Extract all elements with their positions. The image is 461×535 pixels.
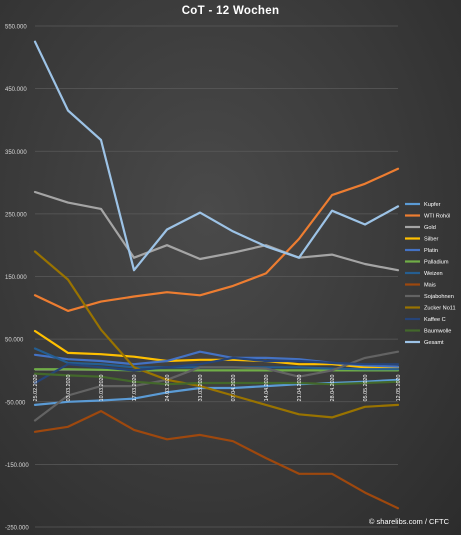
x-tick-label: 25.02.2020 — [33, 374, 39, 401]
chart-title: CoT - 12 Wochen — [181, 5, 280, 17]
source-credit: © sharelibs.com / CFTC — [368, 517, 449, 526]
legend-label: Gesamt — [424, 340, 444, 346]
series-line — [33, 250, 400, 419]
y-tick-label: -50.000 — [5, 400, 26, 406]
series-line — [33, 378, 400, 406]
x-tick-label: 03.03.2020 — [66, 374, 72, 401]
x-tick-label: 31.03.2020 — [198, 374, 204, 401]
legend-label: Kupfer — [424, 202, 441, 208]
series-line — [33, 410, 400, 510]
legend-label: Baumwolle — [424, 329, 451, 335]
x-tick-label: 21.04.2020 — [297, 374, 303, 401]
y-tick-label: 150.000 — [5, 275, 27, 281]
legend-label: Sojabohnen — [424, 294, 454, 300]
y-tick-label: -150.000 — [5, 463, 29, 469]
series-line — [33, 350, 400, 422]
series-line — [33, 40, 400, 272]
series-line — [33, 368, 400, 372]
y-tick-label: 450.000 — [5, 87, 27, 93]
x-tick-label: 07.04.2020 — [231, 374, 237, 401]
x-tick-label: 28.04.2020 — [330, 374, 336, 401]
x-tick-label: 12.05.2020 — [396, 374, 402, 401]
y-tick-label: 550.000 — [5, 25, 27, 31]
legend-label: Zucker No11 — [424, 306, 456, 312]
y-tick-label: 350.000 — [5, 150, 27, 156]
series-line — [33, 167, 400, 312]
x-tick-label: 10.03.2020 — [99, 374, 105, 401]
y-tick-label: -250.000 — [5, 526, 29, 532]
series-line — [33, 356, 400, 385]
y-tick-label: 250.000 — [5, 212, 27, 218]
series-line — [33, 329, 400, 369]
legend-label: WTI Rohöl — [424, 214, 450, 220]
legend-label: Palladium — [424, 260, 449, 266]
legend-label: Mais — [424, 283, 436, 289]
x-tick-label: 05.05.2020 — [363, 374, 369, 401]
x-tick-label: 17.03.2020 — [132, 374, 138, 401]
y-tick-label: 50.000 — [5, 338, 24, 344]
x-tick-label: 14.04.2020 — [264, 374, 270, 401]
series-line — [33, 372, 400, 386]
legend-label: Weizen — [424, 271, 443, 277]
legend-label: Kaffee C — [424, 317, 446, 323]
legend-label: Platin — [424, 248, 438, 254]
series-line — [33, 190, 400, 272]
legend-label: Silber — [424, 237, 438, 243]
x-tick-label: 24.03.2020 — [165, 374, 171, 401]
legend-label: Gold — [424, 225, 436, 231]
